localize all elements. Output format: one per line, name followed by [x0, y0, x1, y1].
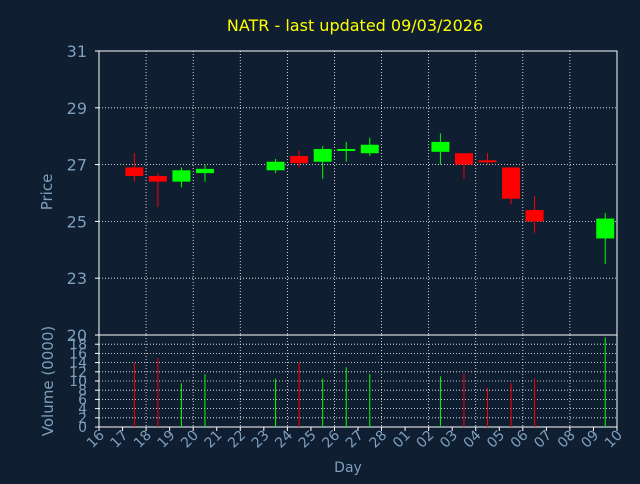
x-tick-label: 27: [343, 428, 367, 452]
volume-tick-label: 2: [78, 411, 87, 427]
x-tick-label: 03: [437, 428, 461, 452]
candle: [266, 158, 285, 174]
candle: [431, 133, 450, 165]
candle: [337, 141, 356, 162]
volume-tick-label: 14: [69, 356, 87, 372]
volume-axis-label: Volume (0000): [39, 326, 57, 436]
volume-tick-label: 0: [78, 420, 87, 436]
candle-body: [431, 141, 450, 152]
price-axis-label: Price: [38, 174, 56, 211]
x-tick-label: 28: [366, 428, 390, 452]
candle: [148, 173, 167, 208]
candle: [454, 153, 473, 179]
volume-tick-label: 10: [69, 374, 87, 390]
x-tick-label: 04: [461, 427, 485, 451]
x-tick-label: 01: [390, 428, 414, 452]
candle-body: [596, 218, 615, 239]
x-tick-label: 19: [155, 428, 179, 452]
volume-tick-label: 8: [78, 383, 87, 399]
x-tick-label: 05: [484, 428, 508, 452]
price-tick-label: 23: [67, 269, 87, 288]
x-tick-label: 09: [578, 428, 602, 452]
volume-tick-label: 18: [69, 337, 87, 353]
candle: [195, 164, 214, 182]
candle: [525, 195, 544, 233]
price-tick-label: 25: [67, 212, 87, 231]
candle-body: [125, 167, 144, 176]
candle-body: [313, 148, 332, 162]
volume-tick-label: 12: [69, 365, 87, 381]
price-tick-label: 31: [67, 42, 87, 61]
x-tick-label: 21: [202, 428, 226, 452]
x-tick-label: 25: [296, 428, 320, 452]
volume-tick-label: 16: [69, 346, 87, 362]
candle: [596, 212, 615, 264]
x-tick-label: 18: [131, 428, 155, 452]
x-tick-label: 23: [249, 428, 273, 452]
candle: [125, 153, 144, 182]
candle: [313, 146, 332, 179]
candle: [290, 150, 309, 168]
candle-body: [290, 156, 309, 164]
candle: [172, 167, 191, 188]
x-axis-label: Day: [334, 460, 362, 476]
candle-body: [478, 160, 497, 163]
candle-body: [148, 175, 167, 182]
price-plot-frame: [98, 50, 618, 336]
candle-body: [360, 144, 379, 154]
candle: [478, 153, 497, 165]
candle-body: [454, 153, 473, 165]
candle: [360, 137, 379, 157]
candle-body: [172, 170, 191, 182]
x-tick-label: 08: [555, 428, 579, 452]
x-tick-label: 24: [272, 427, 296, 451]
x-tick-label: 26: [319, 427, 343, 451]
x-tick-label: 16: [84, 427, 108, 451]
price-tick-label: 20: [67, 326, 87, 345]
candle: [502, 167, 521, 205]
price-tick-label: 27: [67, 156, 87, 175]
price-tick-label: 29: [67, 99, 87, 118]
candle-body: [266, 161, 285, 171]
candle-body: [195, 168, 214, 174]
x-tick-label: 10: [602, 428, 626, 452]
x-tick-label: 17: [107, 428, 131, 452]
price-panel: 31 29 27 25 23 20: [67, 42, 618, 345]
x-tick-label: 20: [178, 428, 202, 452]
x-tick-label: 06: [508, 427, 532, 451]
volume-tick-label: 6: [78, 392, 87, 408]
candle-body: [502, 167, 521, 199]
chart-title: NATR - last updated 09/03/2026: [227, 16, 483, 35]
x-tick-label: 22: [225, 428, 249, 452]
candle-body: [525, 210, 544, 222]
x-tick-label: 02: [414, 428, 438, 452]
x-tick-label: 07: [531, 428, 555, 452]
volume-tick-label: 4: [78, 402, 87, 418]
candle-body: [337, 148, 356, 151]
